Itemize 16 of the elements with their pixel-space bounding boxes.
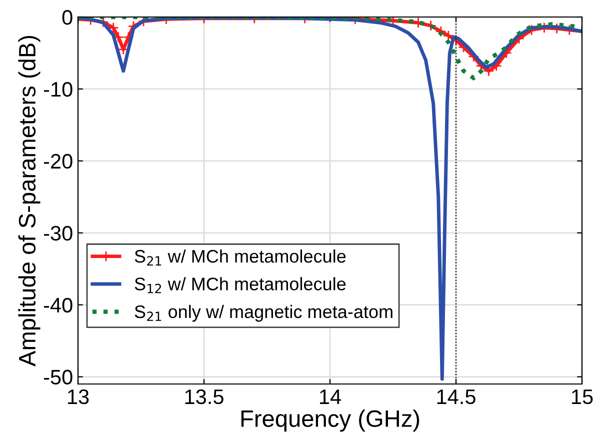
- x-axis-title: Frequency (GHz): [241, 410, 420, 432]
- y-axis-title: Amplitude of S-parameters (dB): [18, 36, 40, 366]
- y-tick-label: 0: [62, 10, 72, 25]
- y-tick-label: -30: [44, 226, 72, 241]
- x-tick-label: 14: [320, 390, 341, 404]
- x-tick-label: 15: [572, 390, 593, 404]
- y-tick-label: -20: [44, 154, 72, 169]
- y-tick-label: -50: [44, 370, 72, 385]
- legend-label: S$_{12}$ w/ MCh metamolecule: [134, 277, 346, 294]
- x-tick-label: 13: [68, 389, 89, 404]
- legend-label: S$_{21}$ only w/ magnetic meta-atom: [134, 304, 392, 322]
- legend-label: S$_{21}$ w/ MCh metamolecule: [134, 249, 346, 266]
- y-tick-label: -40: [44, 298, 72, 313]
- x-tick-label: 14.5: [437, 390, 476, 404]
- x-tick-label: 13.5: [185, 389, 224, 404]
- y-tick-label: -10: [44, 82, 72, 97]
